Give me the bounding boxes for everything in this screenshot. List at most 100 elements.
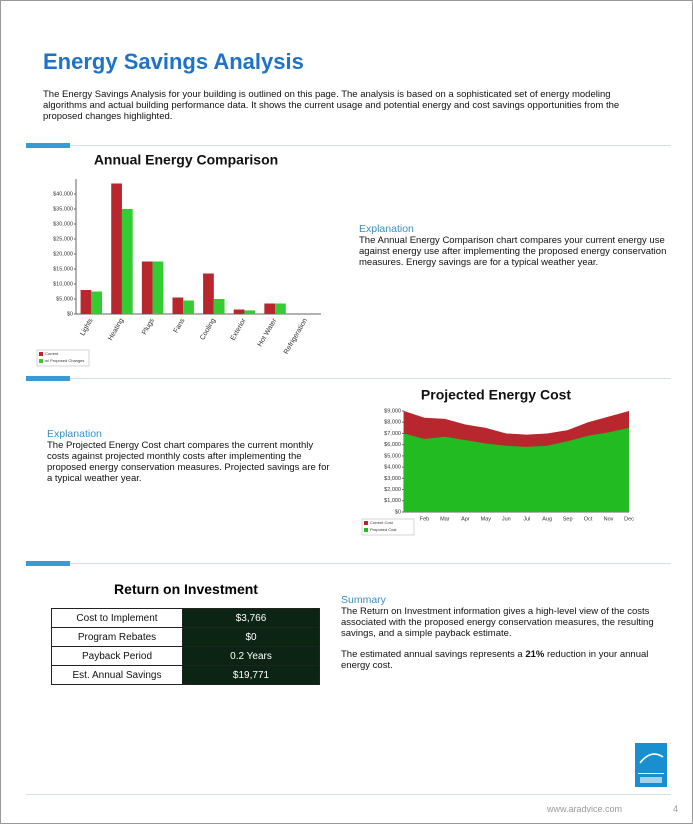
roi-title: Return on Investment [114, 581, 258, 597]
label: Est. Annual Savings [51, 665, 183, 685]
x-tick-label: Aug [542, 516, 552, 522]
y-tick-label: $2,000 [384, 487, 401, 493]
x-tick-label: Feb [420, 516, 429, 522]
y-tick-label: $20,000 [53, 251, 73, 257]
heading: Explanation [359, 223, 414, 235]
label: Payback Period [51, 646, 183, 666]
bar [91, 291, 103, 314]
tab [26, 376, 70, 381]
text: reduction in your annual energy cost. [341, 649, 649, 671]
x-tick-label: May [481, 516, 492, 522]
y-tick-label: $8,000 [384, 420, 401, 426]
y-tick-label: $5,000 [56, 296, 73, 302]
row: Cost to Implement $3,766 [51, 608, 320, 628]
rule [26, 794, 671, 795]
x-tick-label: Dec [624, 516, 634, 522]
y-tick-label: $9,000 [384, 408, 401, 414]
text: The estimated annual savings represents … [341, 649, 526, 660]
y-tick-label: $40,000 [53, 191, 73, 197]
legend-swatch [364, 528, 368, 532]
row: Est. Annual Savings $19,771 [51, 665, 320, 685]
x-tick-label: Heating [107, 317, 125, 341]
y-tick-label: $0 [395, 509, 401, 515]
heading: Summary [341, 594, 386, 606]
y-tick-label: $4,000 [384, 465, 401, 471]
bar [111, 183, 122, 314]
legend-label: Current Cost [370, 520, 394, 525]
x-tick-label: Refrigeration [283, 317, 309, 355]
rule [26, 145, 671, 146]
y-tick-label: $15,000 [53, 266, 73, 272]
bar [141, 261, 153, 314]
chart-title: Annual Energy Comparison [94, 152, 278, 168]
bar [264, 303, 276, 314]
value: $0 [182, 627, 320, 647]
bar-chart: Annual Energy Comparison $0 $5,000 $10,000 $… [36, 152, 321, 367]
legend-label: Current [45, 351, 59, 356]
bar [172, 297, 184, 314]
area [404, 427, 629, 512]
x-tick-label: Apr [461, 516, 470, 522]
bar [80, 290, 92, 314]
rule [26, 563, 671, 564]
rule [26, 378, 671, 379]
y-tick-label: $0 [67, 311, 73, 317]
y-tick-label: $3,000 [384, 476, 401, 482]
x-tick-label: Mar [440, 516, 450, 522]
text: The Return on Investment information giv… [341, 606, 654, 639]
value: $19,771 [182, 665, 320, 685]
y-tick-label: $35,000 [53, 206, 73, 212]
legend-box [36, 349, 90, 367]
x-tick-label: Plugs [141, 317, 156, 336]
text: The Projected Energy Cost chart compares… [47, 440, 330, 484]
bar [152, 261, 164, 314]
row: Payback Period 0.2 Years [51, 646, 320, 666]
legend-swatch [364, 521, 368, 525]
summary: Summary The Return on Investment informa… [341, 594, 661, 671]
y-tick-label: $1,000 [384, 498, 401, 504]
page-number: 4 [673, 804, 679, 814]
bar [213, 299, 225, 314]
label: Program Rebates [51, 627, 183, 647]
explanation: Explanation The Projected Energy Cost ch… [47, 428, 337, 484]
intro: The Energy Savings Analysis for your bui… [43, 89, 620, 122]
x-tick-label: Exterior [230, 317, 248, 342]
legend-label: Proposed Cost [370, 527, 397, 532]
legend-swatch [39, 359, 43, 363]
x-tick-label: Nov [604, 516, 614, 522]
value: $3,766 [182, 608, 320, 628]
y-tick-label: $6,000 [384, 442, 401, 448]
x-tick-label: Cooling [199, 317, 217, 341]
roi-table: Cost to Implement $3,766 Program Rebates $0… [51, 608, 320, 685]
y-tick-label: $10,000 [53, 281, 73, 287]
tab [26, 561, 70, 566]
bar [121, 209, 133, 314]
x-tick-label: Sep [563, 516, 573, 522]
x-tick-label: Lights [79, 317, 95, 337]
label: Cost to Implement [51, 608, 183, 628]
legend-label: w/ Proposed Changes [45, 358, 84, 363]
bar [233, 309, 245, 314]
explanation: Explanation The Annual Energy Comparison… [359, 223, 677, 268]
x-tick-label: Jul [523, 516, 530, 522]
highlight: 21% [525, 649, 545, 660]
x-tick-label: Oct [584, 516, 593, 522]
bar [203, 273, 214, 314]
bar [244, 310, 256, 314]
text: The Annual Energy Comparison chart compa… [359, 235, 667, 268]
x-tick-label: Fans [173, 317, 187, 334]
bar [183, 300, 194, 314]
row: Program Rebates $0 [51, 627, 320, 647]
area-chart: Projected Energy Cost $0 $1,000 $2,000 $3,00… [361, 387, 634, 536]
heading: Explanation [47, 428, 102, 440]
legend-box [361, 518, 415, 536]
value: 0.2 Years [182, 646, 320, 666]
title: Energy Savings Analysis [43, 49, 304, 74]
text: The estimated annual savings represents … [341, 649, 661, 671]
y-tick-label: $7,000 [384, 431, 401, 437]
legend-swatch [39, 352, 43, 356]
y-tick-label: $30,000 [53, 221, 73, 227]
y-tick-label: $25,000 [53, 236, 73, 242]
x-tick-label: Hot Water [257, 317, 279, 348]
